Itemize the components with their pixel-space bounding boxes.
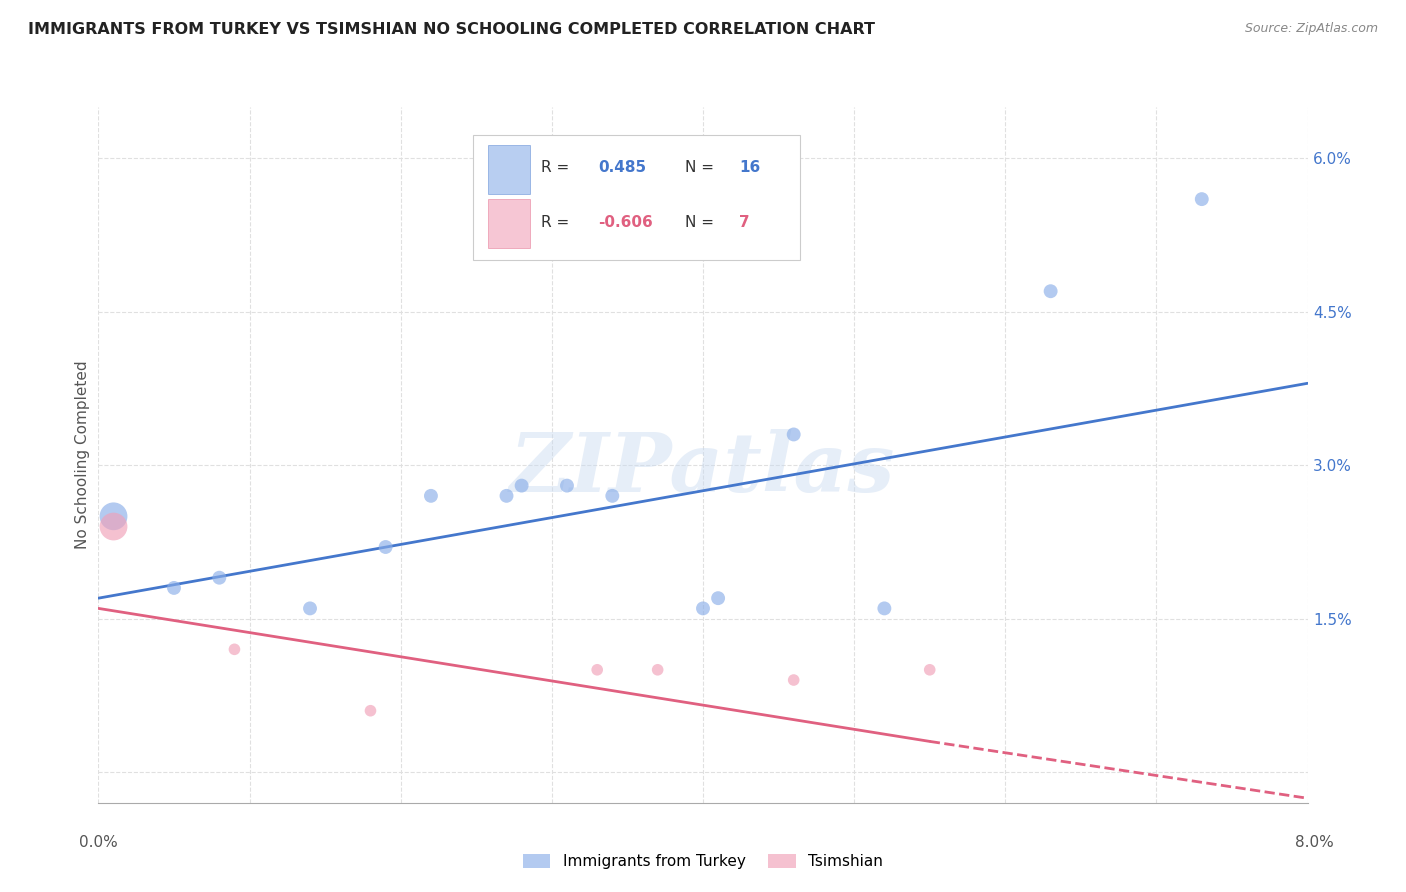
Text: 16: 16 [740,160,761,175]
Text: 0.0%: 0.0% [79,836,118,850]
Text: R =: R = [541,160,569,175]
Point [420,489,443,503]
Point [1039,284,1062,298]
Point [783,427,806,442]
Text: -0.606: -0.606 [598,215,652,230]
FancyBboxPatch shape [488,145,530,194]
Text: IMMIGRANTS FROM TURKEY VS TSIMSHIAN NO SCHOOLING COMPLETED CORRELATION CHART: IMMIGRANTS FROM TURKEY VS TSIMSHIAN NO S… [28,22,875,37]
FancyBboxPatch shape [488,199,530,248]
Point [1191,192,1213,206]
Text: R =: R = [541,215,569,230]
Point [873,601,896,615]
Point [918,663,941,677]
Point [103,519,125,533]
Point [208,571,231,585]
Text: N =: N = [685,160,714,175]
Point [602,489,624,503]
Point [360,704,382,718]
Text: N =: N = [685,215,714,230]
Point [299,601,322,615]
Point [510,478,533,492]
Point [103,509,125,524]
Point [555,478,578,492]
Legend: Immigrants from Turkey, Tsimshian: Immigrants from Turkey, Tsimshian [517,848,889,875]
Point [224,642,246,657]
Text: 8.0%: 8.0% [1295,836,1334,850]
Y-axis label: No Schooling Completed: No Schooling Completed [75,360,90,549]
Text: 7: 7 [740,215,749,230]
Point [707,591,730,606]
Text: ZIPatlas: ZIPatlas [510,429,896,508]
Point [692,601,714,615]
Point [163,581,186,595]
Point [495,489,517,503]
Text: Source: ZipAtlas.com: Source: ZipAtlas.com [1244,22,1378,36]
Point [647,663,669,677]
Point [374,540,396,554]
Point [783,673,806,687]
FancyBboxPatch shape [474,135,800,260]
Point [586,663,609,677]
Text: 0.485: 0.485 [598,160,645,175]
